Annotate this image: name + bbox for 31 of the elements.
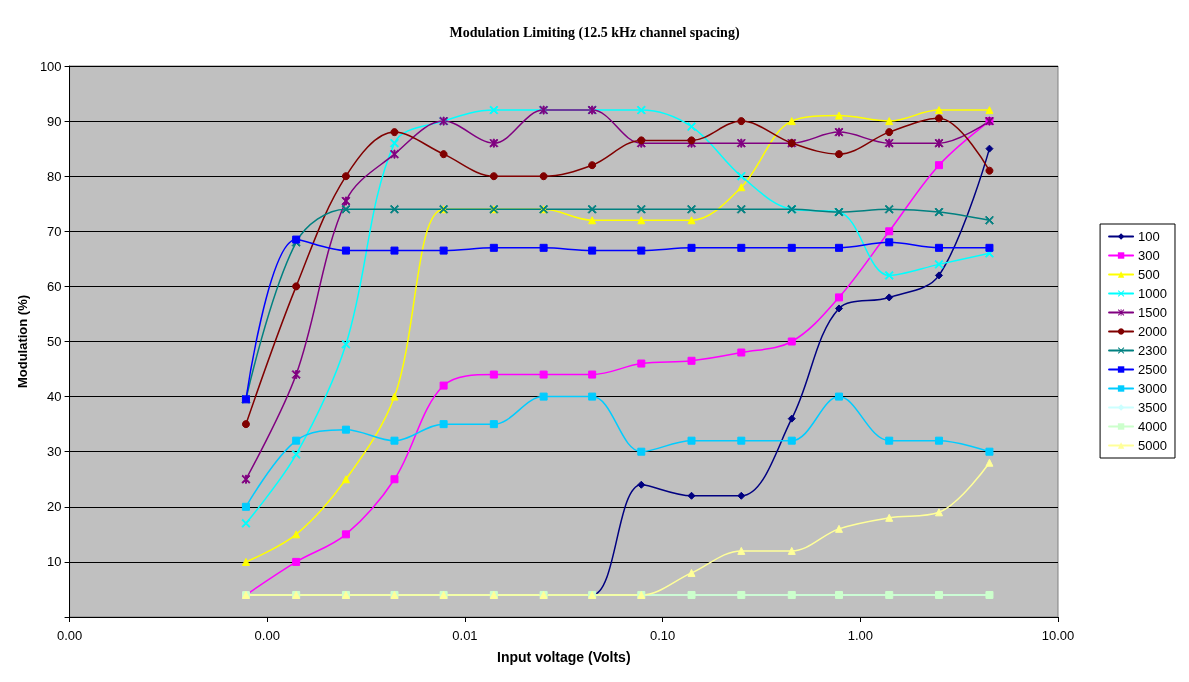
x-tick-label: 1.00 — [847, 628, 873, 643]
y-tick-label: 80 — [47, 168, 62, 184]
legend-label: 4000 — [1138, 419, 1167, 434]
legend-label: 3500 — [1138, 400, 1167, 415]
legend-label: 2500 — [1138, 362, 1167, 377]
y-tick-label: 30 — [47, 444, 62, 460]
legend-label: 5000 — [1138, 438, 1167, 453]
y-tick-label: 50 — [47, 334, 62, 349]
y-tick-label: 40 — [47, 389, 62, 405]
y-tick-label: 10 — [47, 554, 62, 570]
legend-label: 2300 — [1138, 343, 1167, 358]
y-tick-label: 100 — [39, 58, 62, 74]
x-tick-label: 0.00 — [254, 628, 280, 643]
legend-label: 1000 — [1138, 286, 1167, 301]
legend-label: 2000 — [1138, 324, 1167, 339]
legend-label: 100 — [1138, 229, 1160, 244]
legend-label: 300 — [1138, 248, 1160, 263]
y-tick-label: 20 — [47, 499, 62, 515]
legend-label: 1500 — [1138, 305, 1167, 320]
legend-label: 500 — [1138, 267, 1160, 282]
x-axis-title: Input voltage (Volts) — [497, 649, 631, 665]
x-tick-label: 0.01 — [452, 628, 478, 643]
x-tick-label: 0.00 — [56, 628, 83, 643]
x-tick-label: 10.00 — [1041, 628, 1075, 643]
y-tick-label: 90 — [47, 113, 62, 129]
x-tick-label: 0.10 — [649, 628, 676, 643]
y-tick-label: 60 — [47, 278, 62, 294]
legend-label: 3000 — [1138, 381, 1167, 396]
y-tick-label: 70 — [47, 223, 62, 239]
y-axis-title: Modulation (%) — [15, 294, 30, 389]
chart-title: Modulation Limiting (12.5 kHz channel spacing) — [449, 24, 740, 41]
